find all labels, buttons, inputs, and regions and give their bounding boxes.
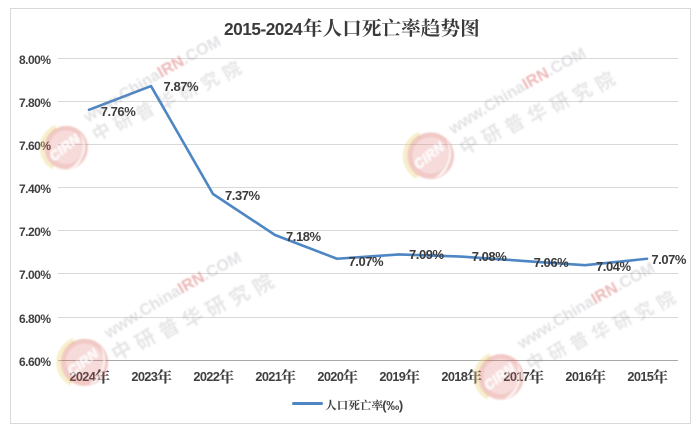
svg-text:www.ChinaIRN.COM: www.ChinaIRN.COM (514, 260, 658, 353)
